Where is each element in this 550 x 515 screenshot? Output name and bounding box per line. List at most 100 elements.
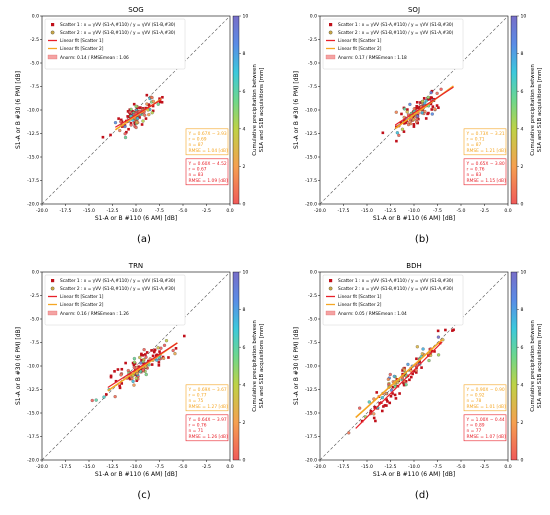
scatter1-point (400, 112, 403, 116)
colorbar-tick-label: 4 (243, 126, 246, 132)
scatter1-point (160, 100, 164, 104)
scatter2-point (367, 400, 371, 404)
colorbar-tick-label: 6 (521, 345, 524, 351)
scatter2-point (412, 107, 416, 111)
scatter1-point (395, 378, 399, 381)
y-tick-label: -7.5 (30, 84, 39, 90)
colorbar-tick-label: 6 (243, 345, 246, 351)
colorbar-tick-label: 2 (521, 420, 524, 426)
legend-scatter1-label: Scatter 1 : x = γVV (S1-A,#110) / y = γV… (60, 278, 176, 284)
scatter2-point (132, 356, 137, 361)
scatter1-point (389, 394, 393, 398)
y-axis-label: S1-A or B #30 (6 PM) [dB] (293, 71, 300, 149)
fit1-stats-text: RMSE = 1.15 [dB] (467, 178, 507, 184)
scatter2-point (161, 356, 166, 360)
y-tick-label: -5.0 (308, 317, 317, 323)
scatter1-point (415, 357, 418, 361)
scatter2-point (135, 116, 140, 120)
y-tick-label: 0.0 (32, 270, 39, 276)
legend-fit2-label: Linear fit [Scatter 2] (60, 46, 104, 52)
scatter1-point (126, 110, 130, 113)
fit1-stats-box (463, 158, 507, 186)
scatter2-point (119, 120, 123, 124)
scatter1-point (140, 123, 144, 126)
y-tick-label: -15.0 (305, 155, 317, 161)
scatter2-point (386, 377, 390, 381)
scatter2-point (414, 368, 418, 373)
scatter1-point (109, 374, 113, 378)
legend-anorm-label: Anorm: 0.05 / RMSEmean : 1.04 (338, 311, 407, 317)
scatter2-point (147, 112, 151, 117)
scatter1-point (424, 117, 428, 120)
legend-fit2-label: Linear fit [Scatter 2] (338, 302, 382, 308)
legend-fit2-label: Linear fit [Scatter 2] (60, 302, 104, 308)
scatter2-point (404, 382, 408, 387)
legend-box (322, 18, 464, 70)
x-tick-label: -5.0 (457, 464, 466, 470)
scatter2-point (90, 398, 94, 403)
legend-fit1-label: Linear fit [Scatter 1] (338, 294, 382, 300)
legend-scatter1-label: Scatter 1 : x = γVV (S1-A,#110) / y = γV… (338, 278, 454, 284)
legend-fit1-label: Linear fit [Scatter 1] (60, 38, 104, 44)
scatter2-point (173, 352, 177, 356)
colorbar-tick-label: 4 (521, 126, 524, 132)
scatter1-point (124, 361, 127, 365)
x-tick-label: -15.0 (83, 464, 95, 470)
panel-letter: (b) (415, 234, 429, 245)
scatter2-point (144, 372, 148, 377)
fit2-stats-text: r = 0.92 (467, 393, 485, 399)
scatter1-point (385, 398, 389, 401)
scatter1-point (151, 109, 155, 113)
scatter2-point (135, 120, 139, 124)
legend-anorm-patch (325, 54, 336, 60)
scatter2-point (415, 117, 419, 121)
scatter1-point (399, 121, 403, 124)
fit1-stats-text: RMSE = 1.26 [dB] (189, 434, 229, 440)
scatter1-point (151, 104, 155, 108)
scatter1-point (132, 102, 136, 106)
legend-box (322, 274, 464, 326)
fit2-stats-text: n = 87 (467, 142, 482, 148)
scatter2-point (402, 107, 407, 111)
x-axis-label: S1-A or B #110 (6 AM) [dB] (373, 471, 455, 478)
scatter1-point (137, 369, 140, 373)
x-tick-label: -7.5 (155, 464, 164, 470)
scatter1-point (413, 369, 416, 373)
fit1-stats-text: r = 0.89 (467, 423, 485, 429)
scatter1-point (150, 349, 153, 352)
scatter1-point (394, 397, 398, 400)
x-tick-label: -2.5 (202, 464, 211, 470)
scatter1-point (403, 122, 406, 125)
colorbar-tick-label: 4 (243, 382, 246, 388)
y-tick-label: -15.0 (305, 411, 317, 417)
x-tick-label: -20.0 (314, 464, 326, 470)
legend-box (44, 18, 186, 70)
legend-scatter1-label: Scatter 1 : x = γVV (S1-A,#110) / y = γV… (338, 22, 454, 28)
legend-scatter1-marker (51, 23, 55, 27)
colorbar-tick-label: 0 (521, 458, 524, 464)
scatter2-point (150, 95, 154, 100)
legend-fit1-label: Linear fit [Scatter 1] (60, 294, 104, 300)
scatter1-point (416, 106, 419, 109)
scatter1-point (404, 121, 408, 124)
scatter2-point (132, 360, 137, 364)
scatter1-point (398, 392, 401, 395)
fit2-stats-text: n = 75 (189, 398, 204, 404)
scatter1-point (420, 366, 423, 369)
colorbar-tick-label: 0 (521, 202, 524, 208)
scatter1-point (378, 401, 381, 405)
scatter2-point (113, 395, 117, 399)
scatter2-point (129, 107, 133, 111)
chart-title: BDH (406, 262, 421, 270)
scatter2-point (402, 368, 407, 372)
colorbar-tick-label: 10 (243, 14, 249, 20)
scatter1-point (113, 370, 116, 373)
y-tick-label: -17.5 (305, 434, 317, 440)
scatter2-point (141, 368, 145, 372)
scatter2-point (394, 110, 398, 114)
scatter2-point (384, 391, 388, 396)
colorbar-label-line1: Cumulative precipitation between (530, 320, 536, 411)
x-tick-label: -2.5 (480, 464, 489, 470)
y-tick-label: -12.5 (305, 387, 317, 393)
scatter2-point (439, 87, 443, 91)
